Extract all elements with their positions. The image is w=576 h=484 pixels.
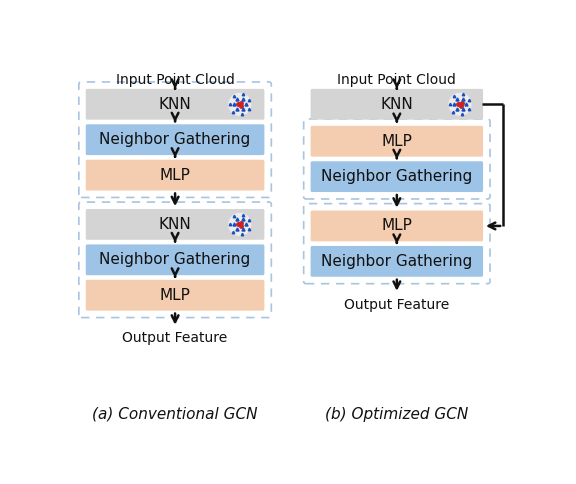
Text: KNN: KNN xyxy=(159,217,191,232)
FancyBboxPatch shape xyxy=(86,89,264,120)
FancyBboxPatch shape xyxy=(310,89,483,120)
Circle shape xyxy=(228,93,251,116)
Text: Input Point Cloud: Input Point Cloud xyxy=(116,73,234,87)
FancyBboxPatch shape xyxy=(86,209,264,240)
Text: Neighbor Gathering: Neighbor Gathering xyxy=(321,254,472,269)
Text: MLP: MLP xyxy=(160,167,191,182)
Text: Neighbor Gathering: Neighbor Gathering xyxy=(321,169,472,184)
Text: Output Feature: Output Feature xyxy=(344,298,449,312)
Circle shape xyxy=(449,93,472,116)
Text: KNN: KNN xyxy=(159,97,191,112)
FancyBboxPatch shape xyxy=(310,161,483,192)
Text: MLP: MLP xyxy=(160,288,191,302)
Text: MLP: MLP xyxy=(381,134,412,149)
FancyBboxPatch shape xyxy=(86,280,264,311)
Text: MLP: MLP xyxy=(381,218,412,233)
FancyBboxPatch shape xyxy=(310,211,483,242)
Text: Input Point Cloud: Input Point Cloud xyxy=(338,73,456,87)
Text: (b) Optimized GCN: (b) Optimized GCN xyxy=(325,407,468,422)
Text: (a) Conventional GCN: (a) Conventional GCN xyxy=(92,407,258,422)
FancyBboxPatch shape xyxy=(86,160,264,191)
FancyBboxPatch shape xyxy=(310,246,483,277)
Text: Neighbor Gathering: Neighbor Gathering xyxy=(100,132,251,147)
Text: Output Feature: Output Feature xyxy=(123,332,228,346)
Circle shape xyxy=(228,213,251,236)
Text: KNN: KNN xyxy=(381,97,413,112)
FancyBboxPatch shape xyxy=(310,126,483,157)
FancyBboxPatch shape xyxy=(86,244,264,275)
Text: Neighbor Gathering: Neighbor Gathering xyxy=(100,252,251,267)
FancyBboxPatch shape xyxy=(86,124,264,155)
